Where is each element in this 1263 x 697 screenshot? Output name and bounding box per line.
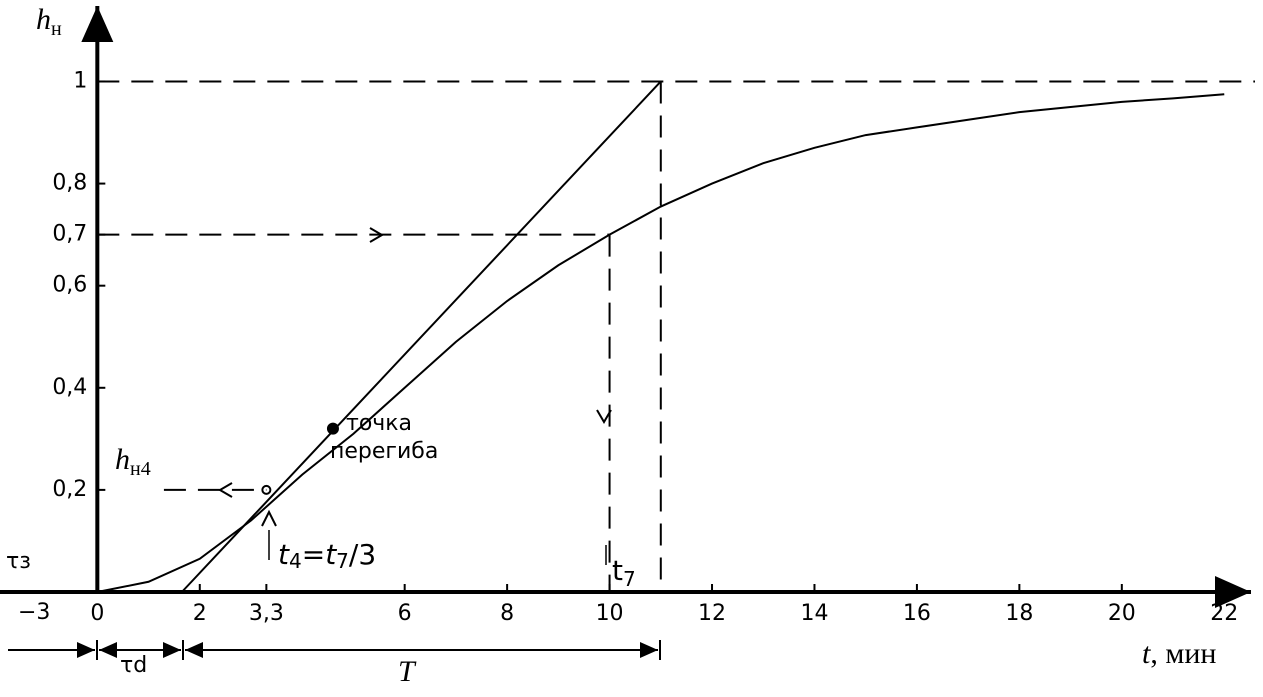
x-tick-label: 8 [500,601,514,626]
annotation: t7 [612,554,636,591]
x-axis-label: t, мин [1142,637,1216,670]
x-tick-label: 20 [1108,601,1136,626]
x-extra-tick-label: −3 [18,600,50,625]
y-tick-label: 0,4 [52,375,87,400]
x-tick-label: 22 [1210,601,1238,626]
y-tick-label: 0,8 [52,171,87,196]
x-tick-label: 18 [1005,601,1033,626]
x-tick-label: 12 [698,601,726,626]
y-tick-label: 0,6 [52,273,87,298]
x-tick-label: 10 [596,601,624,626]
y-axis-label: hн [36,3,62,40]
point [261,484,272,495]
y-tick-label: 0,2 [52,477,87,502]
annotation: перегиба [330,439,438,464]
x-tick-label: 3,3 [249,601,284,626]
x-tick-label: 6 [398,601,412,626]
x-tick-label: 14 [800,601,828,626]
series-line [181,80,662,593]
annotation: τз [6,549,31,574]
y-tick-label: 0,7 [52,222,87,247]
annotation: T [398,655,417,688]
annotation: t4=t7/3 [278,538,376,573]
point [326,422,339,435]
x-tick-label: 16 [903,601,931,626]
annotation: τd [120,653,147,678]
series-line [97,93,1225,593]
y-tick-label: 1 [73,68,87,93]
x-tick-label: 2 [193,601,207,626]
x-tick-label: 0 [90,601,104,626]
time-arrows [8,227,661,660]
annotation: hн4 [115,443,151,480]
